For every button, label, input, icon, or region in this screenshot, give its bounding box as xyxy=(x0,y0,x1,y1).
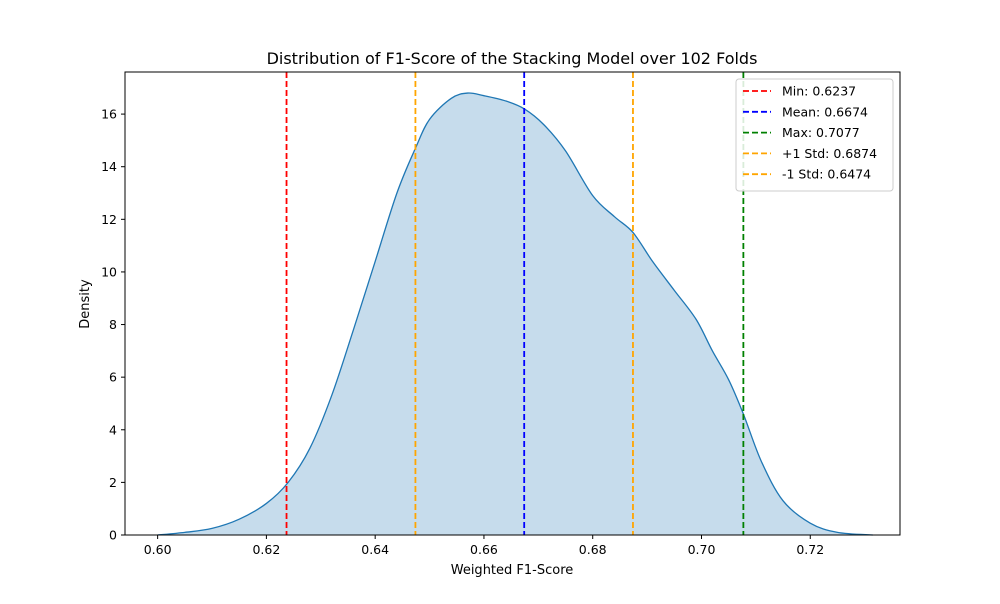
legend-entry-label: +1 Std: 0.6874 xyxy=(782,146,877,161)
y-tick-label: 2 xyxy=(109,475,117,490)
legend-box xyxy=(735,78,894,192)
x-axis-label: Weighted F1-Score xyxy=(451,563,574,578)
x-tick-label: 0.64 xyxy=(361,542,389,557)
y-tick-label: 14 xyxy=(101,159,117,174)
x-tick-label: 0.66 xyxy=(470,542,498,557)
legend: Min: 0.6237 Mean: 0.6674 Max: 0.7077 +1 Std… xyxy=(735,78,894,192)
x-tick-label: 0.60 xyxy=(144,542,172,557)
y-axis-label: Density xyxy=(78,279,93,329)
x-tick-label: 0.70 xyxy=(688,542,716,557)
x-tick-label: 0.62 xyxy=(252,542,280,557)
density-curve-line xyxy=(157,92,873,536)
y-tick-label: 16 xyxy=(101,107,117,122)
y-axis: 0 2 4 6 8 10 12 14 16 xyxy=(101,107,125,543)
y-tick-label: 6 xyxy=(109,370,117,385)
legend-entry-label: -1 Std: 0.6474 xyxy=(782,167,871,182)
y-tick-label: 8 xyxy=(109,317,117,332)
y-tick-label: 10 xyxy=(101,264,117,279)
y-tick-label: 4 xyxy=(109,422,117,437)
y-tick-label: 0 xyxy=(109,528,117,543)
chart-title: Distribution of F1-Score of the Stacking… xyxy=(267,49,758,68)
legend-entry-label: Mean: 0.6674 xyxy=(782,104,868,119)
plot-frame xyxy=(124,71,901,536)
legend-entry-label: Min: 0.6237 xyxy=(782,84,856,99)
density-fill xyxy=(157,92,873,535)
x-tick-label: 0.72 xyxy=(796,542,824,557)
x-axis: 0.60 0.62 0.64 0.66 0.68 0.70 0.72 xyxy=(144,535,824,557)
x-tick-label: 0.68 xyxy=(579,542,607,557)
legend-entry-label: Max: 0.7077 xyxy=(782,125,860,140)
plot-area xyxy=(124,71,901,536)
y-tick-label: 12 xyxy=(101,212,117,227)
